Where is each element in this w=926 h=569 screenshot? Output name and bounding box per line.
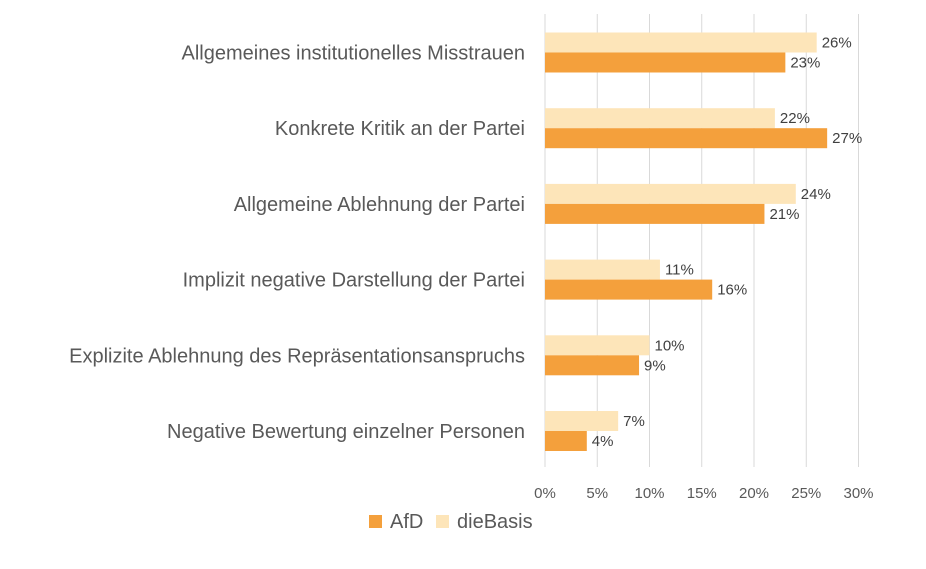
category-label-4: Explizite Ablehnung des Repräsentationsa…: [69, 345, 525, 367]
data-label-diebasis-2: 24%: [801, 186, 831, 203]
bar-afd-4: [545, 355, 640, 376]
bar-diebasis-3: [545, 259, 660, 280]
bar-diebasis-4: [545, 335, 650, 356]
bar-diebasis-1: [545, 108, 775, 129]
x-tick-label-3: 15%: [687, 485, 717, 502]
x-tick-label-6: 30%: [843, 485, 873, 502]
bar-afd-3: [545, 279, 713, 300]
legend-swatch-afd: [369, 515, 382, 528]
category-label-1: Konkrete Kritik an der Partei: [275, 118, 525, 140]
bar-diebasis-5: [545, 411, 619, 431]
bar-afd-1: [545, 128, 828, 149]
data-label-afd-4: 9%: [644, 357, 666, 374]
data-label-diebasis-3: 11%: [665, 262, 694, 279]
x-tick-label-0: 0%: [534, 485, 556, 502]
category-label-0: Allgemeines institutionelles Misstrauen: [182, 43, 526, 65]
bar-diebasis-2: [545, 183, 796, 204]
data-label-afd-3: 16%: [717, 282, 747, 299]
x-tick-label-4: 20%: [739, 485, 769, 502]
category-label-3: Implizit negative Darstellung der Partei: [183, 270, 525, 292]
bar-diebasis-0: [545, 32, 817, 53]
x-tick-label-1: 5%: [586, 485, 608, 502]
bar-afd-5: [545, 431, 587, 451]
category-label-5: Negative Bewertung einzelner Personen: [167, 421, 525, 443]
bar-afd-2: [545, 203, 765, 224]
data-label-diebasis-1: 22%: [780, 110, 810, 127]
bar-afd-0: [545, 52, 786, 73]
data-label-afd-0: 23%: [790, 55, 820, 72]
data-label-diebasis-5: 7%: [623, 413, 645, 430]
legend-swatch-diebasis: [436, 515, 449, 528]
x-tick-label-5: 25%: [791, 485, 821, 502]
data-label-afd-2: 21%: [769, 206, 799, 223]
data-label-afd-5: 4%: [592, 433, 614, 450]
legend-label-diebasis: dieBasis: [457, 511, 533, 533]
x-tick-label-2: 10%: [634, 485, 664, 502]
data-label-diebasis-4: 10%: [655, 337, 685, 354]
data-label-afd-1: 27%: [832, 130, 862, 147]
data-label-diebasis-0: 26%: [822, 35, 852, 52]
legend-label-afd: AfD: [390, 511, 423, 533]
category-label-2: Allgemeine Ablehnung der Partei: [234, 194, 525, 216]
